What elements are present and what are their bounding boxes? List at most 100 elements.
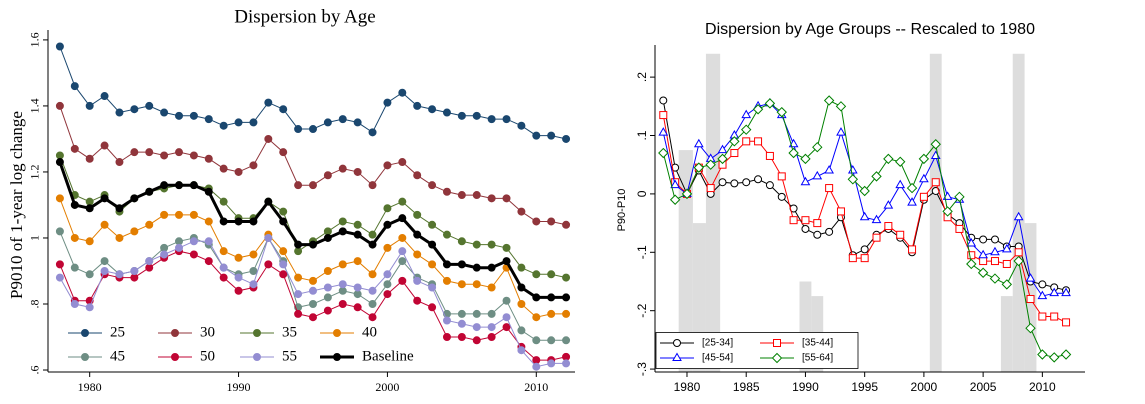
marker bbox=[398, 214, 407, 223]
marker bbox=[308, 299, 317, 308]
legend-label: [35-44] bbox=[802, 338, 833, 349]
marker bbox=[1013, 255, 1024, 267]
marker bbox=[801, 224, 810, 233]
x-tick-label: 1990 bbox=[792, 380, 819, 394]
marker bbox=[895, 179, 906, 189]
marker bbox=[502, 243, 511, 252]
marker bbox=[353, 290, 362, 299]
marker bbox=[368, 181, 377, 190]
marker bbox=[659, 96, 668, 105]
marker bbox=[547, 131, 556, 140]
marker bbox=[279, 148, 288, 157]
marker bbox=[253, 329, 261, 337]
y-tick-label: .2 bbox=[635, 72, 649, 82]
shading-bar bbox=[929, 53, 942, 372]
marker bbox=[428, 260, 437, 269]
marker bbox=[718, 178, 727, 187]
marker bbox=[413, 230, 422, 239]
y-tick-label: 1.6 bbox=[28, 32, 42, 47]
marker bbox=[472, 240, 481, 249]
marker bbox=[294, 247, 303, 256]
y-tick-label: .1 bbox=[635, 130, 649, 140]
marker bbox=[765, 151, 774, 160]
marker bbox=[100, 141, 109, 150]
marker bbox=[931, 178, 940, 187]
y-tick-label: 0 bbox=[635, 190, 649, 197]
marker bbox=[428, 283, 437, 292]
marker bbox=[353, 118, 362, 127]
marker bbox=[942, 206, 953, 217]
marker bbox=[175, 237, 184, 246]
marker bbox=[693, 138, 704, 148]
marker bbox=[323, 171, 332, 180]
marker bbox=[979, 235, 988, 244]
legend-box bbox=[655, 332, 859, 369]
marker bbox=[189, 151, 198, 160]
marker bbox=[1001, 279, 1013, 290]
marker bbox=[848, 254, 857, 263]
marker bbox=[442, 316, 451, 325]
marker bbox=[323, 233, 332, 242]
marker bbox=[1038, 280, 1047, 289]
shading-bar bbox=[1000, 296, 1013, 372]
marker bbox=[338, 115, 347, 124]
marker bbox=[85, 303, 94, 312]
marker bbox=[189, 250, 198, 259]
marker bbox=[978, 249, 988, 259]
marker bbox=[368, 230, 377, 239]
marker bbox=[383, 270, 392, 279]
marker bbox=[777, 172, 786, 181]
marker bbox=[773, 339, 781, 347]
marker bbox=[353, 257, 362, 266]
marker bbox=[219, 121, 228, 130]
marker bbox=[279, 105, 288, 114]
marker bbox=[308, 276, 317, 285]
marker bbox=[472, 323, 481, 332]
marker bbox=[85, 197, 94, 206]
marker bbox=[413, 171, 422, 180]
marker bbox=[70, 263, 79, 272]
marker bbox=[413, 296, 422, 305]
marker bbox=[487, 240, 496, 249]
marker bbox=[517, 283, 526, 292]
y-tick-label: -.2 bbox=[635, 303, 649, 317]
marker bbox=[771, 352, 783, 364]
marker bbox=[398, 158, 407, 167]
marker bbox=[100, 194, 109, 203]
marker bbox=[730, 179, 739, 188]
marker bbox=[990, 235, 999, 244]
marker bbox=[189, 111, 198, 120]
marker bbox=[562, 336, 571, 345]
marker bbox=[249, 161, 258, 170]
marker bbox=[160, 181, 169, 190]
marker bbox=[323, 306, 332, 315]
marker bbox=[789, 216, 798, 225]
marker bbox=[81, 329, 89, 337]
marker bbox=[672, 352, 682, 361]
marker bbox=[487, 323, 496, 332]
marker bbox=[383, 98, 392, 107]
marker bbox=[487, 309, 496, 318]
marker bbox=[547, 336, 556, 345]
marker bbox=[323, 118, 332, 127]
marker bbox=[562, 293, 571, 302]
marker bbox=[1026, 295, 1035, 304]
marker bbox=[81, 353, 89, 361]
marker bbox=[279, 217, 288, 226]
marker bbox=[457, 111, 466, 120]
marker bbox=[279, 247, 288, 256]
marker bbox=[398, 88, 407, 97]
marker bbox=[989, 273, 1001, 284]
marker bbox=[204, 257, 213, 266]
marker bbox=[368, 240, 377, 249]
marker bbox=[189, 181, 198, 190]
marker bbox=[717, 153, 728, 165]
marker bbox=[547, 217, 556, 226]
legend-label: 35 bbox=[282, 324, 297, 340]
marker bbox=[428, 240, 437, 249]
marker bbox=[204, 154, 213, 163]
marker bbox=[383, 204, 392, 213]
marker bbox=[171, 353, 179, 361]
